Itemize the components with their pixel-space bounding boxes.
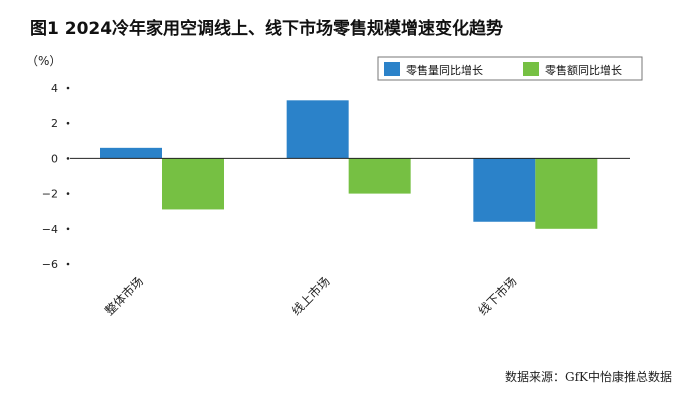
y-tick-mark xyxy=(66,227,70,231)
legend-swatch-retail-volume xyxy=(384,62,400,76)
legend: 零售量同比增长 零售额同比增长 xyxy=(377,56,643,81)
y-tick-label: 0 xyxy=(51,152,58,165)
bar-retail-volume xyxy=(473,158,536,222)
bar-retail-value xyxy=(348,158,411,194)
y-axis-unit: （%） xyxy=(26,54,61,68)
y-tick-mark xyxy=(66,192,70,195)
y-tick-label: −2 xyxy=(42,188,58,201)
y-tick-mark xyxy=(66,157,70,160)
chart-title: 图1 2024冷年家用空调线上、线下市场零售规模增速变化趋势 xyxy=(30,19,504,39)
x-category-label: 整体市场 xyxy=(102,274,147,319)
y-tick-label: 2 xyxy=(51,117,58,130)
x-category-label: 线上市场 xyxy=(288,274,333,319)
source-note: 数据来源：GfK中怡康推总数据 xyxy=(505,370,672,384)
bar-retail-value xyxy=(535,158,598,229)
y-tick-mark xyxy=(66,262,70,266)
legend-swatch-retail-value xyxy=(523,62,539,76)
bars xyxy=(100,100,598,229)
legend-label-retail-value: 零售额同比增长 xyxy=(545,63,622,77)
legend-label-retail-volume: 零售量同比增长 xyxy=(406,63,483,77)
x-axis-labels: 整体市场 线上市场 线下市场 xyxy=(102,274,520,319)
y-tick-label: 4 xyxy=(51,82,58,95)
y-tick-mark xyxy=(66,86,70,90)
legend-frame xyxy=(377,56,643,81)
y-tick-label: −6 xyxy=(42,258,58,271)
y-tick-mark xyxy=(66,121,70,125)
y-axis: 4 2 0 −2 −4 −6 xyxy=(42,82,70,271)
y-tick-label: −4 xyxy=(42,223,58,236)
bar-retail-value xyxy=(162,158,224,210)
bar-retail-volume xyxy=(286,100,349,159)
x-category-label: 线下市场 xyxy=(475,274,520,319)
bar-retail-volume xyxy=(100,147,162,159)
